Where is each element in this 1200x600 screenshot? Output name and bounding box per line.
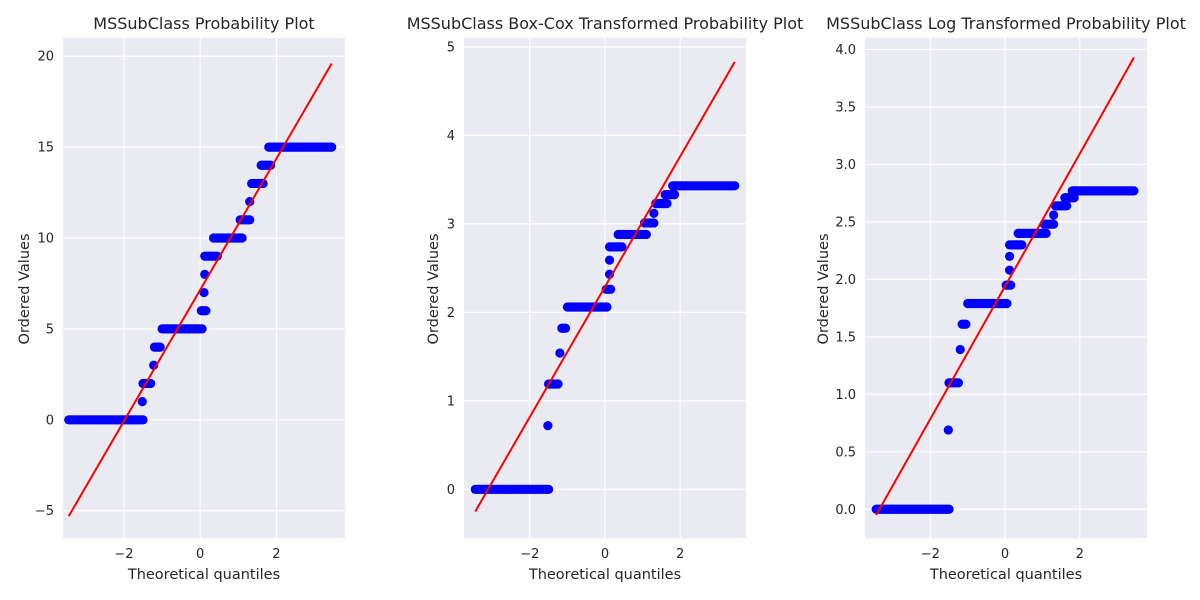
y-tick-label: −5	[35, 504, 54, 519]
data-point	[944, 504, 954, 514]
data-point	[961, 319, 971, 329]
fit-line	[474, 61, 736, 512]
y-axis-label: Ordered Values	[17, 234, 33, 345]
y-tick-label: 0	[46, 413, 54, 428]
x-tick-label: 0	[601, 547, 609, 562]
y-tick-label: 20	[37, 50, 54, 65]
y-tick-label: 5	[447, 40, 455, 55]
x-tick-label: −2	[114, 547, 133, 562]
y-tick-label: 4.0	[835, 43, 856, 58]
panel-probability-plot: MSSubClass Probability Plot Theoretical …	[17, 14, 345, 583]
x-tick-label: 0	[196, 547, 204, 562]
data-point	[1004, 251, 1015, 261]
data-point	[137, 397, 147, 407]
x-tick-label: −2	[921, 547, 940, 562]
y-tick-label: 1.0	[835, 388, 856, 403]
data-point	[543, 421, 553, 431]
data-point	[1002, 298, 1012, 309]
panel-title: MSSubClass Probability Plot	[93, 14, 314, 33]
data-point	[604, 255, 615, 265]
panel-log-probability-plot: MSSubClass Log Transformed Probability P…	[816, 14, 1186, 583]
data-point	[197, 324, 207, 334]
data-point	[327, 142, 337, 152]
data-point	[199, 287, 209, 298]
data-point	[955, 344, 965, 355]
data-point	[953, 378, 963, 388]
x-tick-label: 2	[1076, 547, 1084, 562]
y-tick-label: 2	[447, 306, 455, 321]
plot-area	[63, 38, 345, 538]
data-point	[553, 379, 563, 389]
y-tick-label: 2.0	[835, 273, 856, 288]
data-point	[560, 323, 571, 333]
data-point	[138, 415, 148, 425]
plot-area	[865, 38, 1147, 538]
data-point	[617, 242, 627, 252]
y-tick-label: 1	[447, 394, 455, 409]
data-point	[1049, 210, 1059, 220]
y-tick-label: 0.0	[835, 503, 856, 518]
x-axis-label: Theoretical quantiles	[929, 567, 1082, 583]
data-point	[943, 425, 953, 435]
y-tick-label: 4	[447, 129, 455, 144]
y-tick-label: 15	[37, 141, 54, 156]
data-point	[1129, 186, 1139, 196]
y-tick-label: 1.5	[835, 330, 856, 345]
data-point	[201, 306, 211, 316]
data-point	[641, 229, 651, 240]
x-tick-label: −2	[520, 547, 539, 562]
scatter-series	[871, 186, 1139, 514]
data-point	[245, 215, 255, 225]
data-point	[669, 190, 680, 200]
y-tick-label: 5	[46, 322, 54, 337]
data-point	[212, 251, 222, 261]
data-point	[237, 233, 247, 243]
x-tick-label: 0	[1001, 547, 1009, 562]
y-axis-label: Ordered Values	[816, 234, 832, 345]
y-tick-label: 3.0	[835, 158, 856, 173]
panel-title: MSSubClass Log Transformed Probability P…	[826, 14, 1186, 33]
data-point	[1006, 280, 1016, 290]
data-point	[1017, 240, 1027, 250]
data-point	[544, 484, 554, 494]
data-point	[730, 181, 740, 191]
data-point	[1049, 219, 1059, 229]
panel-boxcox-probability-plot: MSSubClass Box-Cox Transformed Probabili…	[407, 14, 804, 583]
x-tick-label: 2	[272, 547, 280, 562]
data-point	[1069, 193, 1079, 203]
y-tick-label: 3.5	[835, 100, 856, 115]
data-point	[606, 284, 616, 294]
plot-area	[464, 38, 746, 538]
y-tick-label: 2.5	[835, 215, 856, 230]
data-point	[662, 198, 672, 209]
x-tick-label: 2	[676, 547, 684, 562]
data-point	[1062, 201, 1072, 211]
y-tick-label: 0	[447, 483, 455, 498]
data-point	[649, 218, 659, 228]
x-axis-label: Theoretical quantiles	[127, 567, 280, 583]
data-point	[155, 342, 165, 352]
data-point	[555, 348, 565, 358]
fit-line	[875, 57, 1135, 516]
y-tick-label: 10	[37, 232, 54, 247]
y-axis-label: Ordered Values	[426, 234, 442, 345]
data-point	[602, 302, 612, 312]
scatter-series	[64, 142, 337, 425]
panel-title: MSSubClass Box-Cox Transformed Probabili…	[407, 14, 804, 33]
y-tick-label: 3	[447, 217, 455, 232]
data-point	[649, 208, 659, 218]
fit-line	[67, 62, 333, 517]
x-axis-label: Theoretical quantiles	[528, 567, 681, 583]
data-point	[146, 378, 156, 389]
y-tick-label: 0.5	[835, 445, 856, 460]
data-point	[1041, 228, 1051, 239]
